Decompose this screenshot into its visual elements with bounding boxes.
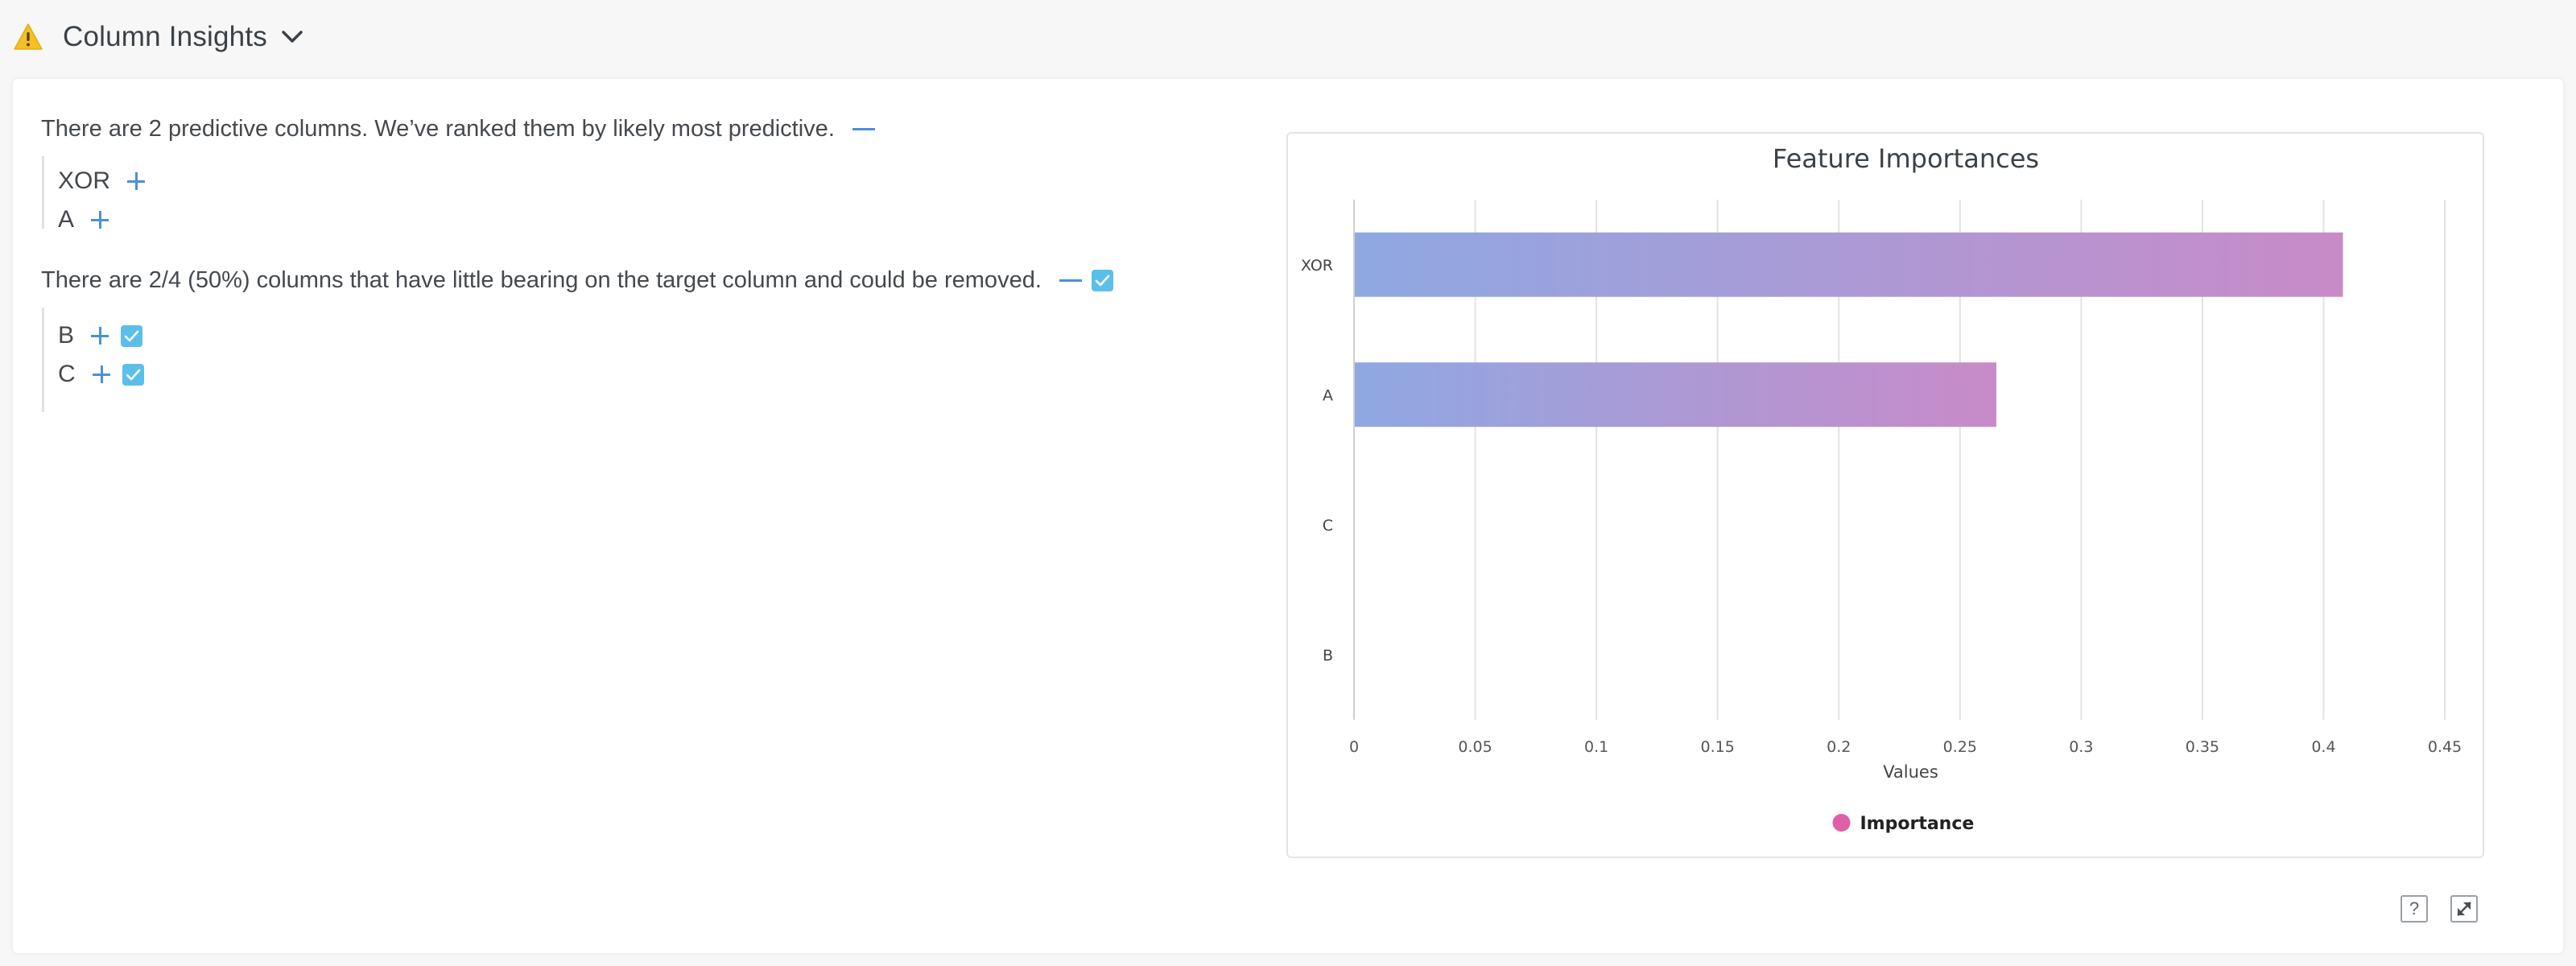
x-tick-label: 0.05: [1458, 738, 1492, 756]
list-item: B: [58, 322, 143, 349]
warning-triangle-icon: [14, 23, 43, 50]
x-tick-label: 0.15: [1701, 738, 1735, 756]
expand-button[interactable]: [2450, 895, 2478, 923]
x-tick-label: 0.45: [2428, 738, 2462, 756]
column-name: C: [58, 361, 76, 387]
bar: [1355, 232, 2343, 297]
x-tick-label: 0: [1349, 738, 1359, 756]
x-tick-label: 0.3: [2069, 738, 2093, 756]
help-button[interactable]: ?: [2401, 895, 2428, 923]
expand-column-button[interactable]: [90, 210, 109, 229]
removable-summary: There are 2/4 (50%) columns that have li…: [41, 267, 1113, 294]
x-tick-label: 0.25: [1943, 738, 1977, 756]
expand-column-button[interactable]: [126, 171, 146, 191]
legend-dot: [1832, 814, 1851, 832]
column-remove-checkbox[interactable]: [122, 363, 144, 386]
collapse-removable-button[interactable]: [1059, 279, 1082, 282]
help-icon: ?: [2409, 898, 2420, 919]
chart-canvas: Feature Importances 0 0.05 0.1 0.15 0.2 0.25 0.…: [1301, 143, 2462, 834]
predictive-summary-text: There are 2 predictive columns. We’ve ra…: [41, 116, 835, 142]
chart-title: Feature Importances: [1773, 143, 2039, 174]
list-item: A: [58, 206, 109, 233]
expand-column-button[interactable]: [92, 365, 111, 384]
column-name: B: [58, 322, 75, 349]
header: Column Insights: [0, 0, 2576, 77]
removable-summary-text: There are 2/4 (50%) columns that have li…: [41, 267, 1042, 293]
check-icon: [126, 369, 140, 380]
x-tick-label: 0.35: [2186, 738, 2219, 756]
x-tick-label: 0.2: [1827, 738, 1851, 756]
x-tick-label: 0.1: [1584, 738, 1608, 756]
predictive-columns-list: XOR A: [42, 156, 283, 233]
y-tick-label: C: [1323, 517, 1333, 535]
expand-icon: [2457, 902, 2471, 916]
list-item: XOR: [58, 167, 146, 195]
check-icon: [1095, 275, 1110, 287]
column-name: XOR: [58, 167, 111, 194]
insights-card: There are 2 predictive columns. We’ve ra…: [13, 79, 2563, 953]
chevron-down-icon[interactable]: [280, 27, 304, 47]
collapse-predictive-button[interactable]: [852, 128, 875, 130]
column-remove-checkbox[interactable]: [121, 324, 143, 347]
legend-label: Importance: [1860, 814, 1975, 834]
check-icon: [124, 330, 139, 341]
feature-importances-chart: Feature Importances 0 0.05 0.1 0.15 0.2 0.25 0.…: [1286, 132, 2484, 858]
list-item: C: [58, 361, 144, 388]
y-tick-label: B: [1323, 646, 1333, 664]
y-tick-label: XOR: [1301, 257, 1333, 275]
expand-column-button[interactable]: [90, 326, 109, 345]
removable-columns-list: B C: [42, 308, 283, 412]
x-tick-label: 0.4: [2311, 738, 2335, 756]
predictive-summary: There are 2 predictive columns. We’ve ra…: [41, 116, 875, 142]
column-name: A: [58, 206, 75, 233]
select-all-removable-checkbox[interactable]: [1091, 270, 1113, 291]
x-axis-label: Values: [1883, 762, 1938, 782]
bar: [1355, 362, 1996, 427]
y-tick-label: A: [1323, 386, 1333, 404]
panel-title: Column Insights: [63, 21, 267, 52]
